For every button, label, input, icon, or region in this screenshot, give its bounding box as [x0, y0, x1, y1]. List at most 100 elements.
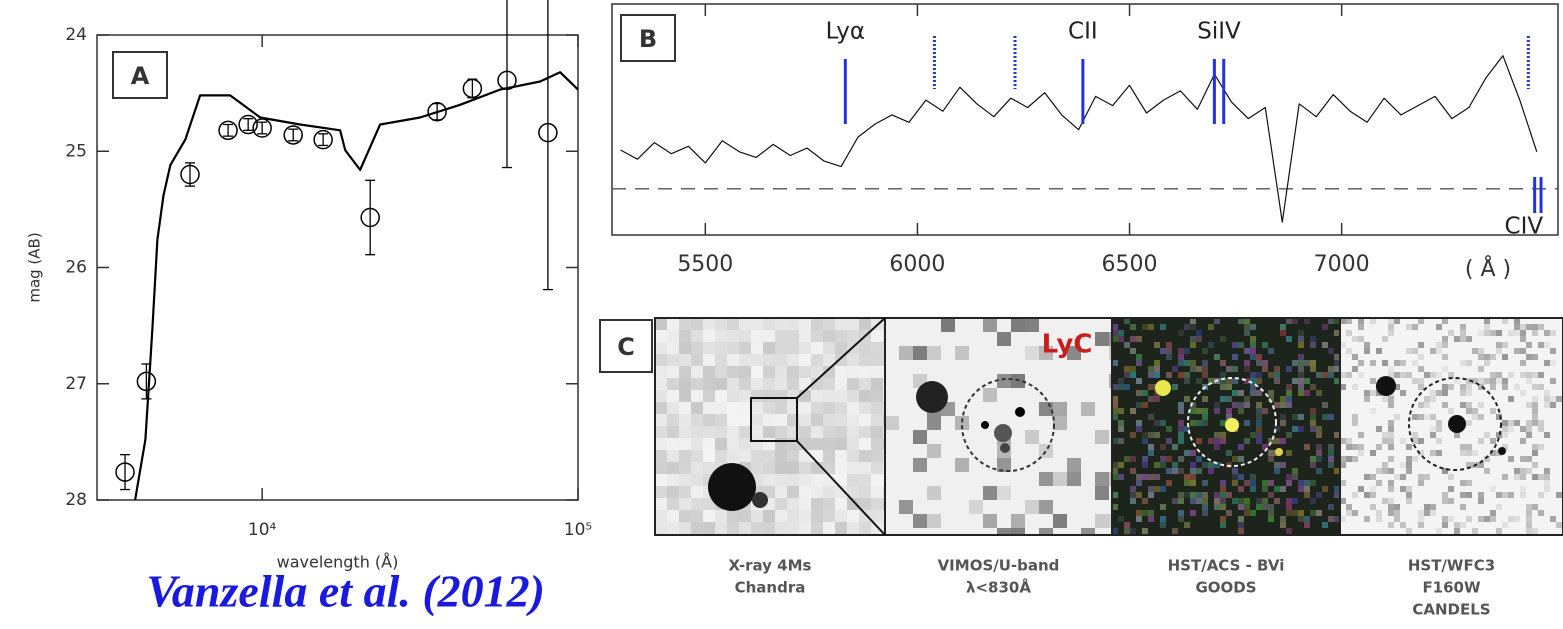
image-pixel — [1316, 426, 1322, 432]
image-pixel — [1376, 510, 1382, 516]
image-pixel — [969, 514, 983, 528]
image-pixel — [997, 360, 1011, 374]
image-pixel — [739, 510, 751, 522]
image-pixel — [885, 430, 899, 444]
image-pixel — [1130, 324, 1136, 330]
image-pixel — [1025, 416, 1039, 430]
image-pixel — [1286, 336, 1292, 342]
image-pixel — [1039, 346, 1053, 360]
image-pixel — [703, 342, 715, 354]
image-pixel — [899, 332, 913, 346]
image-pixel — [1214, 444, 1220, 450]
image-pixel — [1226, 408, 1232, 414]
image-pixel — [1268, 456, 1274, 462]
image-pixel — [1011, 472, 1025, 486]
image-pixel — [1067, 430, 1081, 444]
image-pixel — [847, 390, 859, 402]
image-pixel — [811, 354, 823, 366]
image-pixel — [1430, 396, 1436, 402]
image-pixel — [703, 450, 715, 462]
image-pixel — [1298, 372, 1304, 378]
image-pixel — [1262, 498, 1268, 504]
image-pixel — [1039, 388, 1053, 402]
image-pixel — [1406, 372, 1412, 378]
image-pixel — [799, 366, 811, 378]
image-pixel — [763, 390, 775, 402]
image-pixel — [1238, 444, 1244, 450]
image-pixel — [655, 510, 667, 522]
image-pixel — [955, 500, 969, 514]
image-pixel — [751, 402, 763, 414]
image-pixel — [787, 510, 799, 522]
image-pixel — [679, 378, 691, 390]
image-pixel — [1550, 348, 1556, 354]
image-pixel — [667, 426, 679, 438]
image-pixel — [763, 426, 775, 438]
image-pixel — [1316, 372, 1322, 378]
image-pixel — [1025, 472, 1039, 486]
image-pixel — [727, 366, 739, 378]
image-pixel — [1424, 372, 1430, 378]
image-pixel — [871, 474, 883, 486]
image-pixel — [1382, 462, 1388, 468]
image-pixel — [1514, 516, 1520, 522]
image-pixel — [1220, 372, 1226, 378]
image-pixel — [885, 514, 899, 528]
image-pixel — [1184, 348, 1190, 354]
image-pixel — [1166, 372, 1172, 378]
image-pixel — [667, 378, 679, 390]
image-pixel — [1250, 348, 1256, 354]
image-pixel — [885, 388, 899, 402]
image-pixel — [1136, 336, 1142, 342]
image-pixel — [1544, 480, 1550, 486]
image-pixel — [1202, 360, 1208, 366]
data-point — [136, 371, 157, 392]
image-pixel — [1280, 522, 1286, 528]
image-pixel — [1340, 372, 1346, 378]
image-pixel — [1400, 462, 1406, 468]
image-pixel — [1109, 332, 1112, 346]
image-pixel — [1436, 342, 1442, 348]
image-pixel — [1298, 480, 1304, 486]
image-pixel — [1011, 388, 1025, 402]
image-pixel — [655, 378, 667, 390]
image-pixel — [847, 486, 859, 498]
image-pixel — [1310, 414, 1316, 420]
image-pixel — [1039, 486, 1053, 500]
image-pixel — [955, 374, 969, 388]
image-pixel — [667, 366, 679, 378]
image-pixel — [1109, 402, 1112, 416]
image-pixel — [1526, 324, 1532, 330]
image-pixel — [927, 360, 941, 374]
image-pixel — [1520, 372, 1526, 378]
image-pixel — [1544, 468, 1550, 474]
image-pixel — [1520, 438, 1526, 444]
image-pixel — [955, 430, 969, 444]
image-pixel — [1238, 486, 1244, 492]
source — [1225, 418, 1239, 432]
image-pixel — [787, 486, 799, 498]
image-pixel — [1095, 374, 1109, 388]
image-pixel — [1178, 456, 1184, 462]
image-pixel — [1256, 390, 1262, 396]
image-pixel — [1160, 522, 1166, 528]
image-pixel — [899, 500, 913, 514]
image-pixel — [885, 332, 899, 346]
image-pixel — [1053, 332, 1067, 346]
image-pixel — [1112, 384, 1118, 390]
image-pixel — [1262, 504, 1268, 510]
image-pixel — [1053, 318, 1067, 332]
image-pixel — [823, 390, 835, 402]
image-pixel — [1067, 346, 1081, 360]
image-pixel — [775, 510, 787, 522]
image-pixel — [763, 474, 775, 486]
image-pixel — [1532, 504, 1538, 510]
image-pixel — [1095, 430, 1109, 444]
image-pixel — [1430, 432, 1436, 438]
image-pixel — [751, 414, 763, 426]
image-pixel — [1011, 332, 1025, 346]
image-pixel — [1340, 462, 1346, 468]
image-pixel — [955, 444, 969, 458]
image-pixel — [1112, 504, 1118, 510]
image-pixel — [655, 318, 667, 330]
